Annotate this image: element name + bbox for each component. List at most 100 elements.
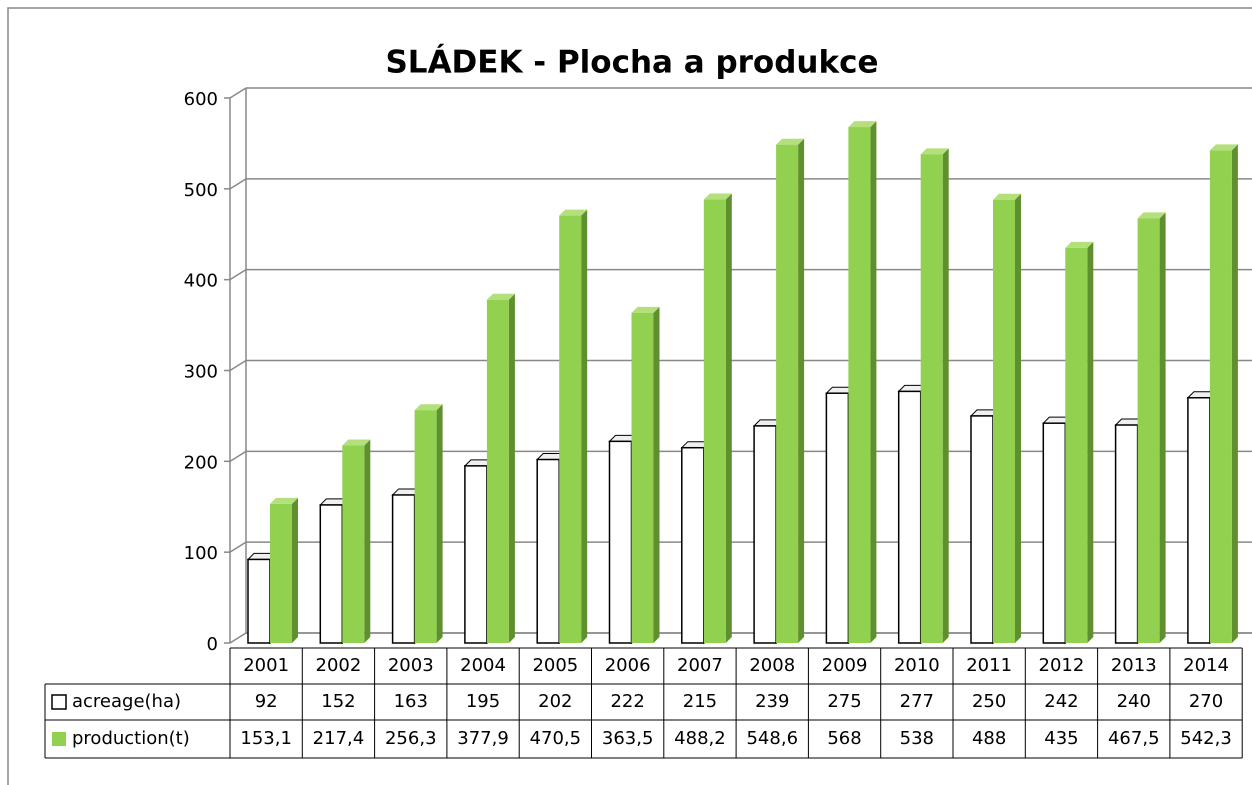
legend-swatch xyxy=(52,732,66,746)
x-tick-label: 2007 xyxy=(677,655,723,676)
bar-side xyxy=(1231,144,1238,643)
bar xyxy=(631,312,654,643)
bar xyxy=(391,494,416,644)
grid-line-depth xyxy=(229,178,247,190)
bar-top xyxy=(559,209,588,216)
bar-side xyxy=(364,439,371,643)
grid-line-depth xyxy=(229,632,247,644)
bar xyxy=(270,503,292,643)
table-cell: 242 xyxy=(1044,691,1078,712)
table-cell: 275 xyxy=(827,691,861,712)
bar-top xyxy=(486,293,515,300)
bar-side xyxy=(653,306,660,643)
x-tick-label: 2002 xyxy=(316,655,362,676)
table-cell: 195 xyxy=(466,691,500,712)
table-cell: 363,5 xyxy=(602,728,654,749)
y-tick-label: 600 xyxy=(184,89,218,110)
table-cell: 202 xyxy=(538,691,572,712)
chart-border xyxy=(7,7,1252,785)
x-tick-label: 2003 xyxy=(388,655,434,676)
bar-top xyxy=(342,439,371,446)
bar xyxy=(536,458,560,644)
y-tick-label: 400 xyxy=(184,271,218,292)
table-cell: 222 xyxy=(610,691,644,712)
y-tick-label: 200 xyxy=(184,452,218,473)
grid-line-depth xyxy=(229,541,247,553)
table-cell: 568 xyxy=(827,728,861,749)
bar-side xyxy=(436,404,443,643)
table-cell: 215 xyxy=(683,691,717,712)
chart-title: SLÁDEK - Plocha a produkce xyxy=(385,45,878,81)
table-cell: 152 xyxy=(321,691,355,712)
x-tick-label: 2012 xyxy=(1039,655,1085,676)
bar-side xyxy=(942,148,949,644)
bar xyxy=(1042,422,1067,644)
bar xyxy=(970,415,994,644)
bar xyxy=(825,392,850,644)
bar-top xyxy=(993,193,1021,200)
table-cell: 270 xyxy=(1189,691,1223,712)
bar-top xyxy=(631,306,660,313)
table-cell: 250 xyxy=(972,691,1006,712)
bar xyxy=(247,558,271,644)
bar-top xyxy=(1137,212,1166,219)
table-cell: 538 xyxy=(900,728,934,749)
y-tick-label: 0 xyxy=(207,634,218,655)
table-cell: 239 xyxy=(755,691,789,712)
x-tick-label: 2004 xyxy=(460,655,506,676)
bar-top xyxy=(920,148,949,155)
table-cell: 488,2 xyxy=(674,728,726,749)
y-tick-label: 500 xyxy=(184,180,218,201)
table-cell: 467,5 xyxy=(1108,728,1160,749)
bar xyxy=(1137,218,1160,643)
legend-label: production(t) xyxy=(72,728,190,749)
x-tick-label: 2013 xyxy=(1111,655,1157,676)
table-cell: 488 xyxy=(972,728,1006,749)
bar-top xyxy=(776,138,805,145)
table-cell: 277 xyxy=(900,691,934,712)
y-tick-label: 100 xyxy=(184,543,218,564)
bar xyxy=(486,299,509,643)
bar-top xyxy=(1065,241,1094,248)
table-cell: 240 xyxy=(1117,691,1151,712)
table-cell: 470,5 xyxy=(530,728,582,749)
bar-side xyxy=(1087,241,1094,643)
bar xyxy=(608,440,633,644)
bar-side xyxy=(798,138,805,643)
grid-line-depth xyxy=(229,359,247,372)
table-cell: 548,6 xyxy=(746,728,798,749)
x-tick-label: 2009 xyxy=(822,655,868,676)
x-tick-label: 2008 xyxy=(749,655,795,676)
bar xyxy=(897,390,922,644)
grid-line-depth xyxy=(229,450,247,462)
table-cell: 92 xyxy=(255,691,278,712)
bar-top xyxy=(1209,144,1238,151)
table-cell: 377,9 xyxy=(457,728,509,749)
bar xyxy=(464,465,488,644)
table-cell: 435 xyxy=(1044,728,1078,749)
bar xyxy=(1209,150,1232,643)
bar-side xyxy=(725,193,732,643)
bar-side xyxy=(1015,193,1021,643)
bar-side xyxy=(581,209,588,644)
legend-label: acreage(ha) xyxy=(72,691,181,712)
x-tick-label: 2011 xyxy=(966,655,1012,676)
legend-swatch xyxy=(51,694,67,710)
bar xyxy=(342,445,365,643)
bar-side xyxy=(1159,212,1166,643)
y-tick-label: 300 xyxy=(184,362,218,383)
bar xyxy=(319,504,344,644)
x-tick-label: 2014 xyxy=(1183,655,1229,676)
bar-top xyxy=(848,121,877,128)
bar-side xyxy=(508,293,515,643)
bar xyxy=(559,215,582,644)
table-cell: 217,4 xyxy=(313,728,365,749)
bar xyxy=(1065,247,1088,643)
x-tick-label: 2001 xyxy=(243,655,289,676)
grid-line-depth xyxy=(229,87,247,99)
bar xyxy=(1187,397,1211,644)
table-cell: 163 xyxy=(394,691,428,712)
bar-side xyxy=(870,121,877,644)
x-tick-label: 2010 xyxy=(894,655,940,676)
